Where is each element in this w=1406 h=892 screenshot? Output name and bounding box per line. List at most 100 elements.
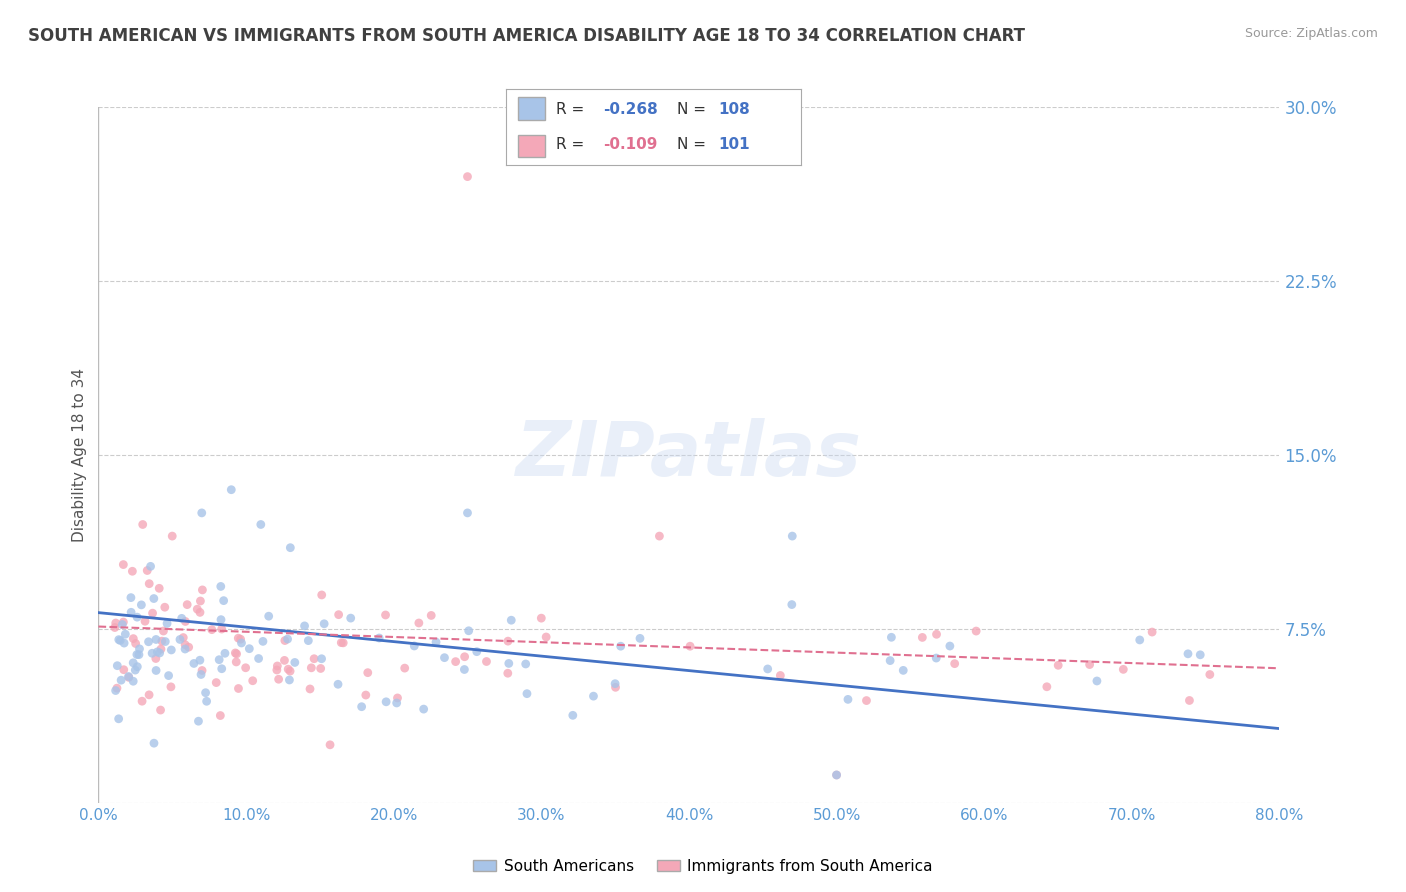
Point [311,588,333,602]
Point [648,529,671,543]
Point [174,642,197,657]
Point [456,169,478,184]
Point [501,613,523,627]
Point [136,564,159,578]
Point [150,634,173,648]
Point [131,694,153,708]
Point [208,653,231,667]
Point [211,662,233,676]
Point [456,506,478,520]
Point [228,681,250,696]
Point [328,607,350,622]
Point [515,657,537,671]
Point [825,768,848,782]
Text: 108: 108 [718,103,751,117]
Point [195,694,218,708]
Point [104,621,127,635]
Point [679,639,702,653]
Point [153,600,176,615]
Point [149,703,172,717]
Point [297,633,319,648]
Point [925,651,948,665]
Point [105,681,128,695]
Point [191,506,214,520]
Point [139,559,162,574]
Point [496,634,519,648]
Point [453,663,475,677]
Point [274,633,297,648]
Text: N =: N = [678,103,711,117]
Point [891,664,914,678]
Point [837,692,859,706]
Point [350,699,373,714]
Point [496,666,519,681]
Point [117,669,139,683]
Point [375,695,398,709]
Point [160,643,183,657]
Point [277,632,299,646]
Point [769,668,792,682]
Point [160,680,183,694]
Point [1178,693,1201,707]
Point [453,649,475,664]
Point [385,696,408,710]
Text: -0.109: -0.109 [603,137,658,152]
Point [131,598,153,612]
Point [229,632,252,647]
Point [127,659,149,673]
Point [302,651,325,665]
Point [162,529,183,543]
Legend: South Americans, Immigrants from South America: South Americans, Immigrants from South A… [467,853,939,880]
Point [516,687,538,701]
Point [152,624,174,638]
Point [605,676,627,690]
Point [145,664,167,678]
FancyBboxPatch shape [517,135,544,158]
Point [146,645,169,659]
Point [104,615,127,630]
Point [252,634,274,648]
Point [242,673,264,688]
Point [209,579,232,593]
Point [122,632,145,646]
Point [145,632,167,647]
Point [330,635,353,649]
Point [120,591,142,605]
Point [1078,657,1101,672]
Point [188,606,211,620]
Point [433,650,456,665]
Point [107,632,129,647]
Point [128,648,150,662]
Point [425,635,447,649]
Point [609,639,631,653]
Point [124,636,146,650]
Point [534,630,557,644]
Point [231,636,253,650]
Point [939,639,962,653]
Text: Source: ZipAtlas.com: Source: ZipAtlas.com [1244,27,1378,40]
Point [250,517,273,532]
Text: R =: R = [557,137,589,152]
Point [118,670,141,684]
Point [465,645,488,659]
Point [782,529,804,543]
Point [404,639,426,653]
Point [339,611,361,625]
Point [188,653,211,667]
Point [128,641,150,656]
Point [299,661,322,675]
Point [374,607,396,622]
Point [183,657,205,671]
Point [332,636,354,650]
Point [420,608,443,623]
Point [110,633,132,648]
Point [357,665,380,680]
Point [142,591,165,606]
Point [124,663,146,677]
Point [107,712,129,726]
Point [138,634,160,648]
Point [209,708,232,723]
FancyBboxPatch shape [517,97,544,120]
Point [1112,662,1135,676]
Point [582,689,605,703]
